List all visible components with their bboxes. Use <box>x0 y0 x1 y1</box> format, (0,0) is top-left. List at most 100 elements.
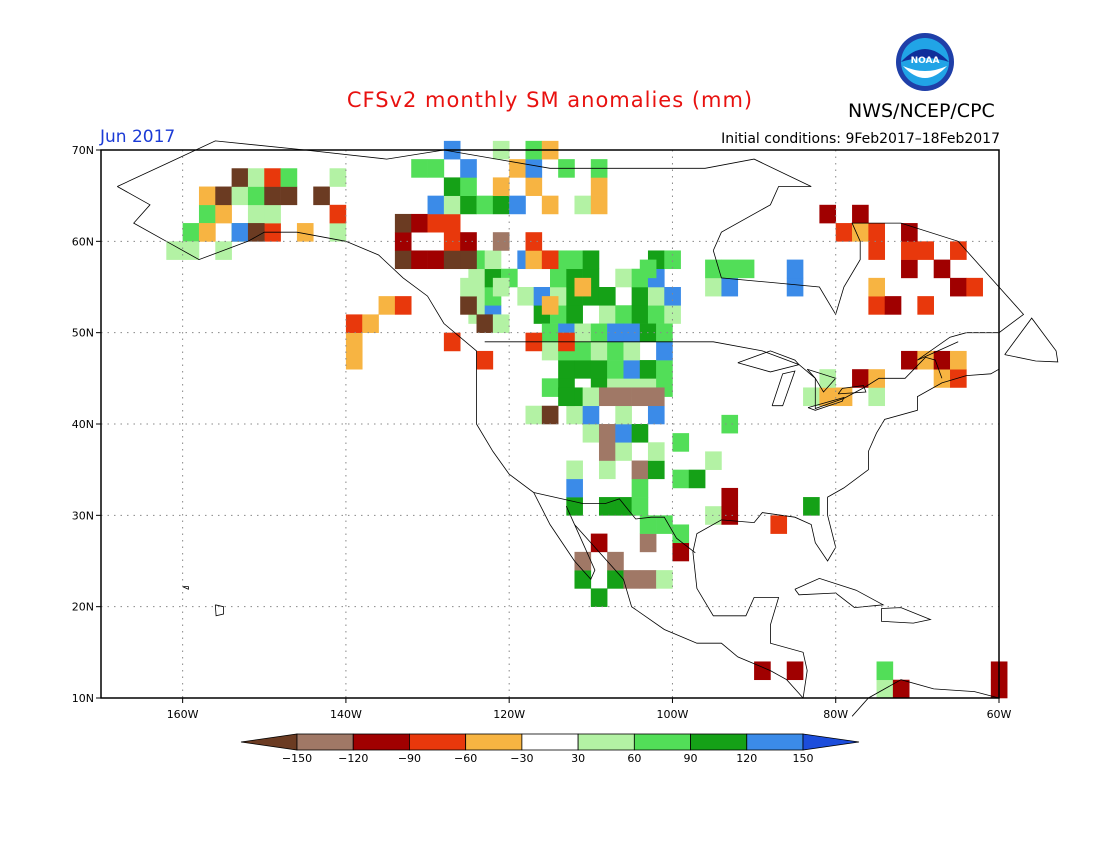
coastline <box>692 368 1000 699</box>
anomaly-cell <box>664 250 681 270</box>
anomaly-cell <box>868 277 886 297</box>
anomaly-cell <box>598 497 616 516</box>
anomaly-cell <box>460 250 477 270</box>
anomaly-cell <box>541 405 559 425</box>
anomaly-cell <box>966 277 983 297</box>
anomaly-cell <box>574 551 592 571</box>
longitude-labels: 160W 140W 120W 100W 80W 60W <box>167 708 1012 721</box>
anomaly-cell <box>607 570 624 589</box>
anomaly-cell <box>615 497 632 516</box>
anomaly-cell <box>247 186 265 206</box>
colorbar-segment <box>465 733 523 751</box>
anomaly-cell <box>198 186 216 206</box>
anomaly-cell <box>615 387 632 407</box>
coastline <box>117 186 804 699</box>
anomaly-cell <box>411 159 428 178</box>
anomaly-cell <box>476 350 494 370</box>
anomaly-cell <box>656 360 673 379</box>
coastline <box>1004 317 1059 363</box>
anomaly-cell <box>590 588 608 607</box>
colorbar-label: 30 <box>571 752 585 765</box>
anomaly-cell <box>247 168 265 187</box>
anomaly-cell <box>631 287 649 306</box>
anomaly-cell <box>590 195 608 215</box>
anomaly-cell <box>264 168 281 187</box>
anomaly-cell <box>566 250 583 270</box>
anomaly-cell <box>884 296 902 315</box>
anomaly-cell <box>631 305 649 324</box>
anomaly-cell <box>639 533 657 553</box>
anomaly-cell <box>623 323 641 343</box>
anomaly-cell <box>901 259 918 279</box>
anomaly-cell <box>917 241 934 260</box>
noaa-logo: NOAA <box>896 33 954 91</box>
anomaly-cell <box>876 661 894 681</box>
anomaly-cell <box>647 405 665 425</box>
anomaly-cell <box>590 177 608 196</box>
anomaly-cell <box>590 533 608 553</box>
colorbar-label: −30 <box>510 752 533 765</box>
anomaly-cell <box>443 332 461 352</box>
anomaly-cell <box>525 250 543 270</box>
coastline <box>712 222 967 316</box>
lon-tick-label: 120W <box>493 708 525 721</box>
coastline <box>712 186 812 251</box>
lat-tick-label: 20N <box>72 601 94 614</box>
anomaly-cell <box>525 405 543 425</box>
map-frame <box>100 149 1000 699</box>
anomaly-cell <box>329 168 347 187</box>
anomaly-cell <box>672 542 690 562</box>
colorbar-segment <box>746 733 804 751</box>
anomaly-cell <box>427 213 445 233</box>
anomaly-cell <box>598 287 616 306</box>
anomaly-cell <box>329 223 347 242</box>
anomaly-cell <box>394 250 412 270</box>
anomaly-cell <box>460 159 477 178</box>
initial-conditions: Initial conditions: 9Feb2017–18Feb2017 <box>721 131 1000 147</box>
coastline <box>807 396 845 411</box>
anomaly-cell <box>852 223 869 242</box>
lon-tick-label: 60W <box>987 708 1012 721</box>
anomaly-cell <box>892 679 910 699</box>
anomaly-cell <box>525 159 543 178</box>
anomaly-cell <box>868 387 886 407</box>
anomaly-cell <box>590 341 608 361</box>
anomaly-cell <box>460 296 477 315</box>
anomaly-cell <box>460 177 477 196</box>
colorbar-label: 90 <box>684 752 698 765</box>
anomaly-cell <box>329 204 347 224</box>
anomaly-cell <box>231 223 249 242</box>
anomaly-cell <box>786 259 804 279</box>
anomaly-cell <box>198 204 216 224</box>
anomaly-cell <box>394 296 412 315</box>
lat-tick-label: 60N <box>72 235 94 248</box>
anomaly-cell <box>558 360 575 379</box>
map-title: CFSv2 monthly SM anomalies (mm) <box>346 88 754 112</box>
anomaly-cell <box>950 350 967 370</box>
coastline <box>794 577 885 609</box>
colorbar-label: −60 <box>454 752 477 765</box>
anomaly-cell <box>950 241 967 260</box>
anomaly-cell <box>574 570 592 589</box>
colorbar-segment <box>352 733 410 751</box>
anomaly-cell <box>492 232 510 251</box>
anomaly-cell <box>598 387 616 407</box>
coastline <box>806 368 837 393</box>
anomaly-cell <box>460 232 477 251</box>
colorbar-segment <box>521 733 579 751</box>
anomaly-cell <box>582 250 600 270</box>
anomaly-cell <box>394 232 412 251</box>
anomaly-cell <box>721 506 739 525</box>
anomaly-cell <box>721 414 739 434</box>
anomaly-cell <box>476 195 494 215</box>
anomaly-cell <box>631 387 649 407</box>
anomaly-cell <box>590 323 608 343</box>
anomaly-cell <box>770 515 788 534</box>
anomaly-cell <box>443 250 461 270</box>
anomaly-cell <box>656 341 673 361</box>
coastlines <box>117 140 1059 717</box>
coastline <box>917 250 1025 361</box>
anomaly-cell <box>615 405 632 425</box>
anomaly-cell <box>394 213 412 233</box>
anomaly-cell <box>615 268 632 288</box>
